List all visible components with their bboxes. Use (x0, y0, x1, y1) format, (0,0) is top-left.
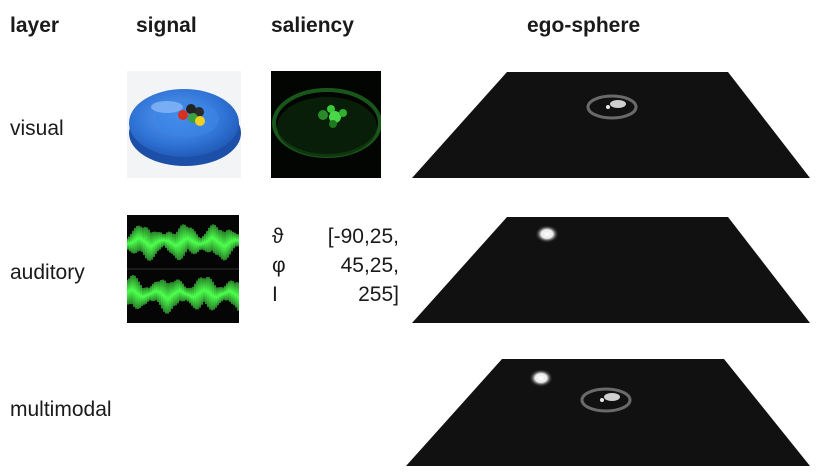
layer-label-multimodal: multimodal (10, 398, 112, 421)
auditory-signal-waveform (127, 215, 239, 323)
ego-sphere-auditory (412, 217, 810, 323)
header-signal: signal (136, 14, 197, 37)
auditory-saliency-symbols: ϑ φ I (272, 222, 286, 309)
ego-sphere-multimodal (406, 359, 810, 466)
header-ego-sphere: ego-sphere (527, 14, 641, 37)
saliency-value-1: [-90,25, (327, 225, 399, 248)
layer-label-visual: visual (10, 117, 64, 140)
header-saliency: saliency (271, 14, 354, 37)
intensity-symbol: I (272, 283, 278, 306)
visual-signal-image (127, 71, 241, 178)
visual-saliency-image (271, 71, 381, 178)
ego-sphere-visual (412, 72, 810, 178)
header-layer: layer (10, 14, 60, 37)
phi-symbol: φ (272, 254, 286, 277)
auditory-saliency-values: [-90,25, 45,25, 255] (303, 222, 399, 309)
layer-label-auditory: auditory (10, 261, 85, 284)
saliency-value-3: 255] (358, 283, 399, 306)
theta-symbol: ϑ (272, 225, 284, 248)
waveform-channel-2 (127, 274, 239, 314)
waveform-channel-1 (127, 224, 239, 261)
saliency-value-2: 45,25, (340, 254, 399, 277)
